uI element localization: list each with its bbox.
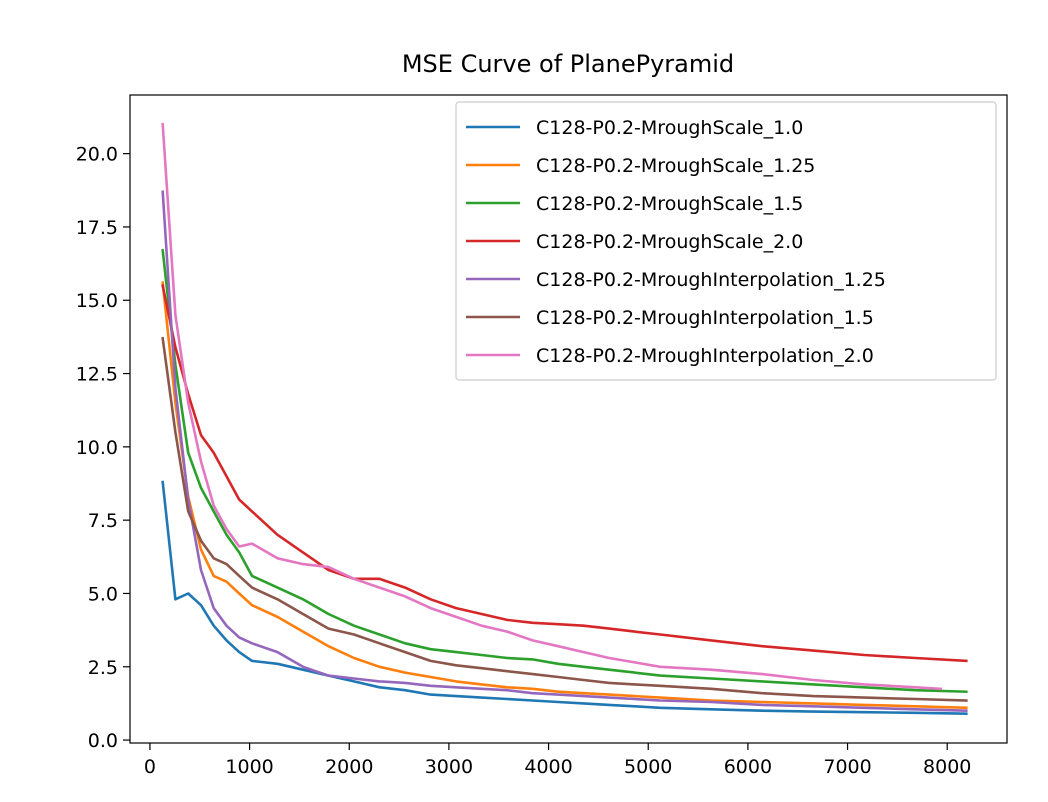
x-tick-label: 2000 bbox=[325, 756, 373, 778]
x-tick-label: 7000 bbox=[823, 756, 871, 778]
x-tick-label: 0 bbox=[144, 756, 156, 778]
y-tick-label: 10.0 bbox=[76, 437, 118, 459]
x-axis: 0 1000 2000 3000 4000 5000 6000 7000 8000 bbox=[144, 743, 971, 778]
legend-label-2: C128-P0.2-MroughScale_1.25 bbox=[536, 155, 815, 177]
y-tick-label: 7.5 bbox=[88, 510, 118, 532]
series-line-3 bbox=[161, 248, 968, 694]
chart-title: MSE Curve of PlanePyramid bbox=[402, 50, 734, 78]
legend-label-1: C128-P0.2-MroughScale_1.0 bbox=[536, 117, 803, 139]
legend-label-7: C128-P0.2-MroughInterpolation_2.0 bbox=[536, 345, 874, 367]
x-tick-label: 8000 bbox=[923, 756, 971, 778]
y-tick-label: 17.5 bbox=[76, 217, 118, 239]
series-line-4 bbox=[161, 284, 968, 663]
series-line-2 bbox=[161, 281, 968, 710]
legend-label-4: C128-P0.2-MroughScale_2.0 bbox=[536, 231, 803, 253]
x-tick-label: 4000 bbox=[524, 756, 572, 778]
x-tick-label: 3000 bbox=[425, 756, 473, 778]
x-tick-label: 5000 bbox=[624, 756, 672, 778]
y-tick-label: 20.0 bbox=[76, 144, 118, 166]
series-line-6 bbox=[161, 336, 968, 702]
legend-label-6: C128-P0.2-MroughInterpolation_1.5 bbox=[536, 307, 874, 329]
y-tick-label: 12.5 bbox=[76, 364, 118, 386]
x-tick-label: 6000 bbox=[724, 756, 772, 778]
series-line-7 bbox=[161, 122, 943, 691]
series-line-1 bbox=[161, 480, 968, 716]
legend-frame bbox=[455, 101, 997, 381]
legend-label-3: C128-P0.2-MroughScale_1.5 bbox=[536, 193, 803, 215]
y-axis: 0.0 2.5 5.0 7.5 10.0 12.5 15.0 17.5 20.0 bbox=[76, 144, 130, 752]
legend-label-5: C128-P0.2-MroughInterpolation_1.25 bbox=[536, 269, 886, 291]
y-tick-label: 0.0 bbox=[88, 730, 118, 752]
y-tick-label: 5.0 bbox=[88, 583, 118, 605]
x-tick-label: 1000 bbox=[225, 756, 273, 778]
plot-frame bbox=[129, 94, 1008, 744]
series-layer bbox=[161, 122, 968, 716]
legend: C128-P0.2-MroughScale_1.0 C128-P0.2-Mroug… bbox=[455, 101, 997, 381]
y-tick-label: 2.5 bbox=[88, 657, 118, 679]
series-line-5 bbox=[161, 190, 968, 713]
y-tick-label: 15.0 bbox=[76, 290, 118, 312]
